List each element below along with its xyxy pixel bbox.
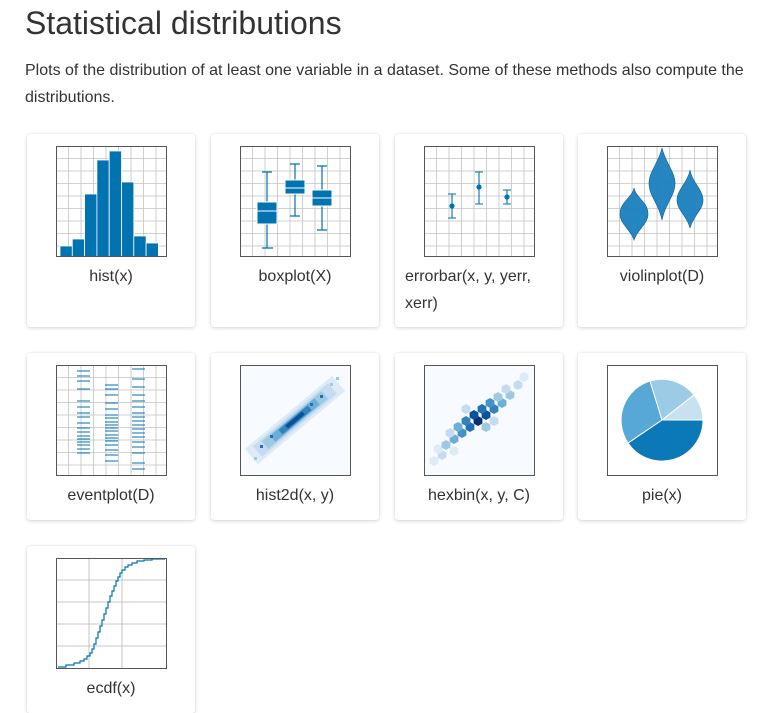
hist2d-icon (240, 365, 351, 476)
intro-text: Plots of the distribution of at least on… (25, 62, 744, 106)
card-label: ecdf(x) (86, 680, 136, 697)
ecdf-icon (56, 558, 167, 669)
card-eventplot[interactable]: eventplot(D) (27, 353, 195, 520)
eventplot-icon (56, 365, 167, 476)
card-label: hist(x) (89, 268, 133, 285)
violinplot-icon (607, 146, 718, 257)
page-title: Statistical distributions (25, 5, 342, 41)
errorbar-icon (424, 146, 535, 257)
boxplot-icon (240, 146, 351, 257)
card-ecdf[interactable]: ecdf(x) (27, 546, 195, 713)
card-label: hist2d(x, y) (255, 487, 335, 504)
card-label: eventplot(D) (67, 487, 155, 504)
card-boxplot[interactable]: boxplot(X) (211, 134, 379, 327)
card-pie[interactable]: pie(x) (578, 353, 746, 520)
card-label: violinplot(D) (619, 268, 705, 285)
card-violinplot[interactable]: violinplot(D) (578, 134, 746, 327)
card-label: errorbar(x, y, yerr, xerr) (405, 268, 531, 312)
card-errorbar[interactable]: errorbar(x, y, yerr, xerr) (395, 134, 563, 327)
card-hist2d[interactable]: hist2d(x, y) (211, 353, 379, 520)
hexbin-icon (424, 365, 535, 476)
card-hist[interactable]: hist(x) (27, 134, 195, 327)
card-label: hexbin(x, y, C) (428, 487, 530, 504)
histogram-icon (56, 146, 167, 257)
card-label: boxplot(X) (258, 268, 332, 285)
card-label: pie(x) (641, 487, 682, 504)
card-hexbin[interactable]: hexbin(x, y, C) (395, 353, 563, 520)
pie-icon (607, 365, 718, 476)
